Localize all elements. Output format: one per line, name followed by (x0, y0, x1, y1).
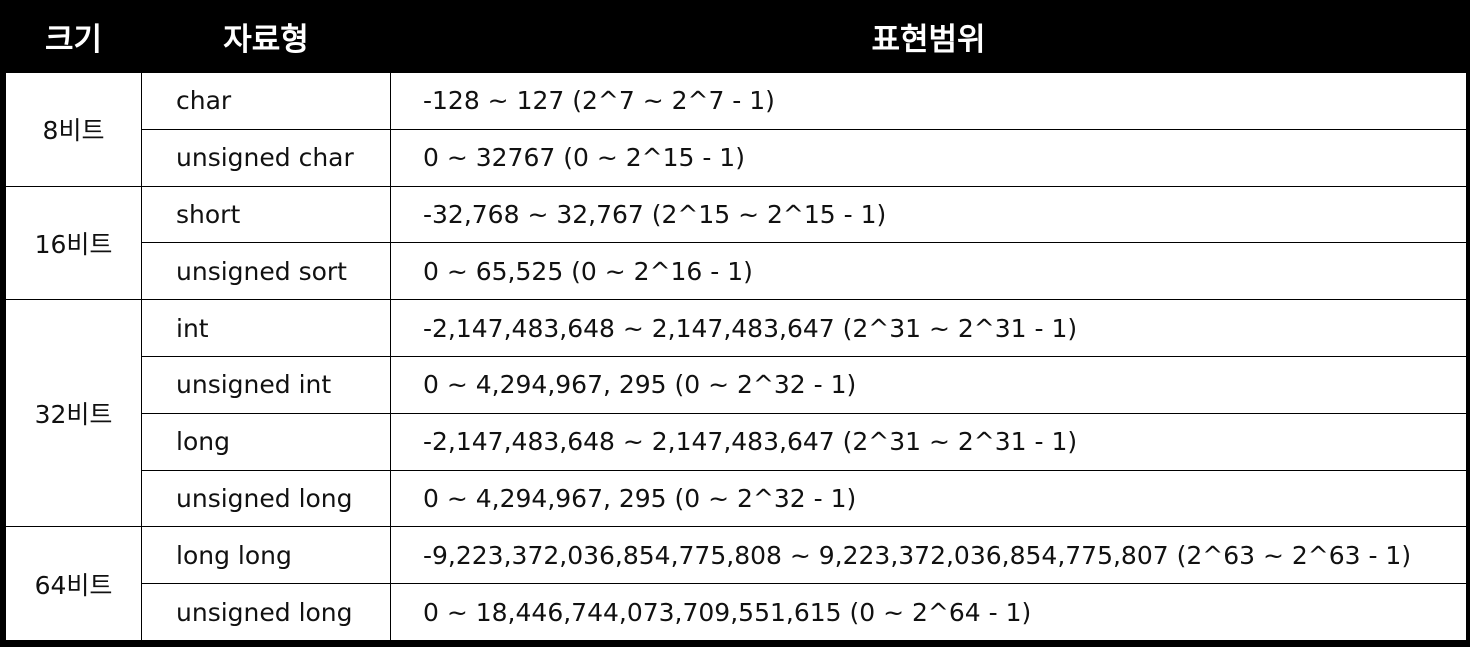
range-cell: -2,147,483,648 ~ 2,147,483,647 (2^31 ~ 2… (390, 299, 1467, 357)
header-range: 표현범위 (390, 0, 1467, 73)
range-cell: -128 ~ 127 (2^7 ~ 2^7 - 1) (390, 72, 1467, 130)
type-cell: unsigned char (141, 128, 391, 187)
table-row: unsigned long 0 ~ 4,294,967, 295 (0 ~ 2^… (6, 469, 1467, 528)
type-cell: unsigned long (141, 583, 391, 641)
table-row: unsigned long 0 ~ 18,446,744,073,709,551… (6, 583, 1467, 641)
table-row: long -2,147,483,648 ~ 2,147,483,647 (2^3… (6, 412, 1467, 471)
table-row: unsigned int 0 ~ 4,294,967, 295 (0 ~ 2^3… (6, 355, 1467, 414)
header-type: 자료형 (141, 0, 391, 73)
range-cell: 0 ~ 4,294,967, 295 (0 ~ 2^32 - 1) (390, 355, 1467, 414)
table-row: 8비트 char -128 ~ 127 (2^7 ~ 2^7 - 1) (5, 72, 1467, 187)
range-cell: 0 ~ 32767 (0 ~ 2^15 - 1) (390, 128, 1467, 187)
range-cell: 0 ~ 4,294,967, 295 (0 ~ 2^32 - 1) (390, 469, 1467, 528)
type-cell: short (141, 185, 391, 244)
range-cell: 0 ~ 65,525 (0 ~ 2^16 - 1) (390, 242, 1467, 301)
type-cell: long long (141, 526, 391, 585)
type-cell: char (141, 72, 391, 130)
type-cell: unsigned sort (141, 242, 391, 301)
table-row: unsigned sort 0 ~ 65,525 (0 ~ 2^16 - 1) (6, 242, 1467, 301)
type-cell: long (141, 412, 391, 471)
data-type-table: 크기 자료형 표현범위 8비트 char -128 ~ 127 (2^7 ~ 2… (5, 0, 1467, 641)
type-cell: int (141, 299, 391, 357)
range-cell: -2,147,483,648 ~ 2,147,483,647 (2^31 ~ 2… (390, 412, 1467, 471)
size-cell-16bit: 16비트 (5, 185, 142, 301)
range-cell: -9,223,372,036,854,775,808 ~ 9,223,372,0… (390, 526, 1467, 585)
header-size: 크기 (5, 0, 142, 73)
table-row: unsigned char 0 ~ 32767 (0 ~ 2^15 - 1) (6, 128, 1467, 187)
size-cell-8bit: 8비트 (5, 72, 142, 187)
type-cell: unsigned long (141, 469, 391, 528)
table-row: 64비트 long long -9,223,372,036,854,775,80… (5, 526, 1467, 641)
size-cell-32bit: 32비트 (5, 299, 142, 528)
range-cell: -32,768 ~ 32,767 (2^15 ~ 2^15 - 1) (390, 185, 1467, 244)
size-cell-64bit: 64비트 (5, 526, 142, 641)
type-cell: unsigned int (141, 355, 391, 414)
table-row: 16비트 short -32,768 ~ 32,767 (2^15 ~ 2^15… (5, 185, 1467, 301)
table-row: 32비트 int -2,147,483,648 ~ 2,147,483,647 … (5, 299, 1467, 528)
range-cell: 0 ~ 18,446,744,073,709,551,615 (0 ~ 2^64… (390, 583, 1467, 641)
table-header-row: 크기 자료형 표현범위 (5, 0, 1467, 73)
